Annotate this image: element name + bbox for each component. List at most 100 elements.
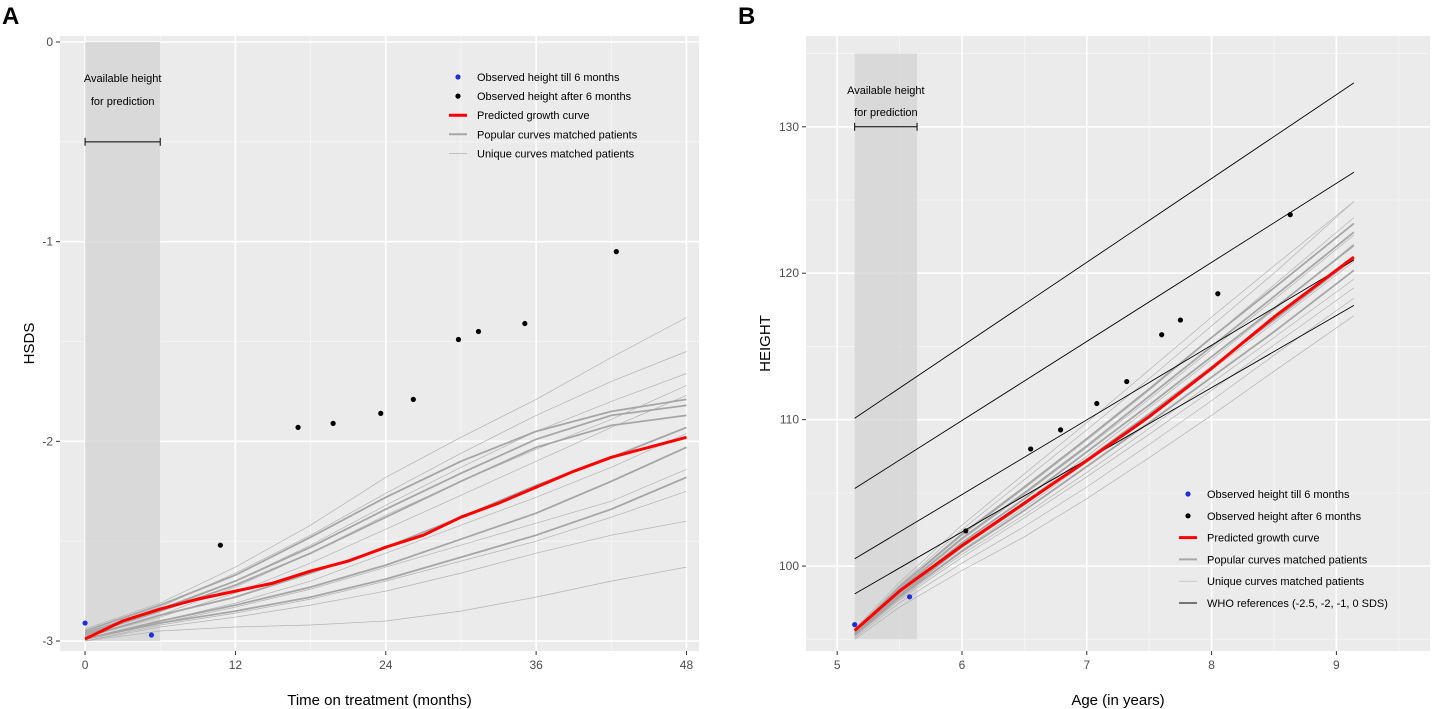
panel-a: A Available height for prediction 0 12 24 36 4… <box>2 3 699 709</box>
prediction-window-annotation: Available height for prediction <box>847 85 925 131</box>
legend-item: Predicted growth curve <box>449 110 590 122</box>
predicted-growth-curve <box>853 255 1355 632</box>
unique-curve-line <box>854 201 1355 631</box>
popular-curve-line <box>84 446 687 640</box>
unique-curve-line <box>854 243 1355 634</box>
observed-after-6-months-point <box>613 249 619 255</box>
observed-after-6-months-point <box>1215 291 1221 297</box>
legend-label: Observed height after 6 months <box>1207 511 1362 523</box>
observed-after-6-months-point <box>1028 446 1034 452</box>
panel-a-letter: A <box>2 3 19 30</box>
legend-item: Popular curves matched patients <box>1179 554 1368 566</box>
x-tick-label: 5 <box>834 658 841 672</box>
legend-label: WHO references (-2.5, -2, -1, 0 SDS) <box>1207 598 1388 610</box>
legend-label: Popular curves matched patients <box>477 129 638 141</box>
legend-label: Unique curves matched patients <box>1207 576 1365 588</box>
legend-key-point <box>1185 513 1191 519</box>
unique-curve-line <box>854 234 1355 633</box>
observed-after-6-months-point <box>475 328 482 335</box>
who-reference-lines <box>854 82 1355 595</box>
unique-curve-line <box>854 201 1355 630</box>
observed-after-6-months-point <box>410 396 416 403</box>
prediction-window-annotation: Available height for prediction <box>84 73 161 146</box>
x-tick-label: 48 <box>680 658 694 672</box>
popular-curve-line <box>84 398 687 632</box>
y-tick-label: 100 <box>779 559 799 573</box>
observed-after-6-months-point <box>455 336 462 343</box>
legend-item: Popular curves matched patients <box>449 129 638 141</box>
panel-b-letter: B <box>738 3 755 30</box>
observed-after-6-months-point <box>1094 400 1100 407</box>
prediction-window-shading <box>854 53 918 640</box>
legend-item: Observed height till 6 months <box>1185 489 1350 501</box>
legend-item: Observed height after 6 months <box>455 91 632 103</box>
legend-item: Unique curves matched patients <box>1179 576 1365 588</box>
y-tick-label: -2 <box>42 434 53 448</box>
observed-till-6-months-point <box>82 620 88 626</box>
y-tick-label: -1 <box>42 235 53 249</box>
who-reference-line <box>854 259 1355 560</box>
x-tick-label: 7 <box>1083 658 1090 672</box>
unique-curve-line <box>84 317 687 630</box>
axes: 5 6 7 8 9 100 110 120 130 Age (in years) HEIGHT <box>757 120 1340 709</box>
legend: Observed height till 6 months Observed he… <box>1179 489 1388 610</box>
axes: 0 12 24 36 48 -3 -2 -1 0 Time on treatment (month… <box>21 35 693 709</box>
prediction-window-shading <box>85 41 161 642</box>
annotation-line-2: for prediction <box>854 107 918 119</box>
legend-key-point <box>455 93 461 99</box>
unique-curve-line <box>854 297 1355 639</box>
observed-after-6-months-point <box>1159 332 1165 338</box>
popular-curve-line <box>854 269 1355 636</box>
observed-after-6-months-point <box>963 528 969 534</box>
legend-key-point <box>455 74 461 80</box>
legend-item: Unique curves matched patients <box>449 148 635 160</box>
observed-after-6-months-point <box>330 420 336 426</box>
y-tick-label: 130 <box>779 120 799 134</box>
legend-label: Predicted growth curve <box>1207 533 1320 545</box>
legend-label: Observed height after 6 months <box>477 91 632 103</box>
who-reference-line <box>854 171 1355 489</box>
y-axis-title: HEIGHT <box>757 315 774 372</box>
x-tick-label: 6 <box>959 658 966 672</box>
panel-b: B Available height for prediction 5 6 7 8 9 100… <box>738 3 1430 709</box>
predicted-growth-curve <box>84 435 687 641</box>
legend: Observed height till 6 months Observed he… <box>449 72 638 160</box>
observed-after-6-months-point <box>1124 378 1130 385</box>
x-tick-label: 9 <box>1333 658 1340 672</box>
legend-item: Observed height till 6 months <box>455 72 620 84</box>
x-tick-label: 12 <box>229 658 243 672</box>
unique-curve-line <box>85 385 687 638</box>
unique-curve-line <box>854 315 1355 640</box>
unique-curve-line <box>854 278 1355 637</box>
legend-label: Observed height till 6 months <box>1207 489 1350 501</box>
unique-curve-line <box>854 287 1355 637</box>
y-tick-label: 0 <box>46 35 53 49</box>
annotation-line-2: for prediction <box>91 96 155 108</box>
legend-label: Observed height till 6 months <box>477 72 620 84</box>
observed-after-6-months-point <box>1287 212 1293 218</box>
who-reference-line <box>854 82 1355 419</box>
annotation-line-1: Available height <box>84 73 161 85</box>
x-axis-title: Age (in years) <box>1071 692 1164 709</box>
observed-after-6-months-point <box>1057 427 1064 433</box>
popular-curve-line <box>84 476 687 640</box>
observed-after-6-months-point <box>378 410 384 416</box>
unique-curve-line <box>85 468 687 640</box>
legend-item: Observed height after 6 months <box>1185 511 1362 523</box>
observed-after-6-months-point <box>1177 317 1183 323</box>
popular-curve-line <box>84 404 687 634</box>
y-tick-label: 120 <box>779 266 799 280</box>
x-tick-label: 36 <box>529 658 543 672</box>
observed-till-6-months-point <box>148 632 155 638</box>
y-tick-label: -3 <box>42 634 53 648</box>
legend-label: Popular curves matched patients <box>1207 554 1368 566</box>
unique-curve-line <box>85 490 687 642</box>
y-tick-label: 110 <box>780 413 799 427</box>
legend-label: Unique curves matched patients <box>477 148 635 160</box>
unique-curve-line <box>85 566 687 642</box>
popular-curve-line <box>854 222 1355 632</box>
legend-item: WHO references (-2.5, -2, -1, 0 SDS) <box>1179 598 1388 610</box>
unique-curve-line <box>854 217 1355 633</box>
unique-curve-line <box>85 520 687 642</box>
